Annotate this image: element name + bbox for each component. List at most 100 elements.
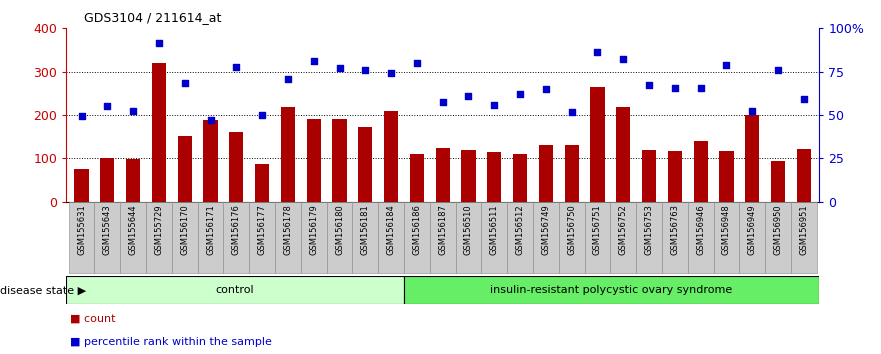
- Bar: [693, 141, 707, 202]
- Point: [590, 49, 604, 55]
- Text: GSM155644: GSM155644: [129, 204, 137, 255]
- Point: [229, 64, 243, 70]
- Text: GSM156176: GSM156176: [232, 204, 241, 255]
- Point: [693, 85, 707, 91]
- Bar: [197, 202, 224, 273]
- Text: GSM156179: GSM156179: [309, 204, 318, 255]
- Bar: [559, 202, 585, 273]
- Point: [720, 62, 734, 68]
- Point: [487, 102, 501, 108]
- Text: GSM156512: GSM156512: [515, 204, 524, 255]
- Bar: [796, 149, 811, 202]
- Point: [513, 91, 527, 97]
- Bar: [455, 202, 481, 273]
- Point: [152, 41, 166, 46]
- Bar: [642, 150, 656, 202]
- Text: GSM156752: GSM156752: [618, 204, 628, 255]
- Bar: [281, 107, 295, 202]
- Text: GDS3104 / 211614_at: GDS3104 / 211614_at: [84, 11, 221, 24]
- Bar: [69, 202, 94, 273]
- Point: [668, 85, 682, 91]
- Point: [435, 99, 449, 105]
- Text: GSM156177: GSM156177: [257, 204, 267, 255]
- Bar: [410, 154, 424, 202]
- Bar: [126, 159, 140, 202]
- Text: GSM156949: GSM156949: [748, 204, 757, 255]
- Text: GSM156186: GSM156186: [412, 204, 421, 255]
- Bar: [275, 202, 300, 273]
- Point: [616, 56, 630, 62]
- Point: [178, 80, 192, 85]
- Point: [384, 70, 398, 76]
- Text: GSM156951: GSM156951: [799, 204, 809, 255]
- Point: [204, 118, 218, 123]
- Bar: [714, 202, 739, 273]
- Text: GSM156946: GSM156946: [696, 204, 705, 255]
- Text: GSM155643: GSM155643: [103, 204, 112, 255]
- Text: GSM156510: GSM156510: [464, 204, 473, 255]
- Text: control: control: [216, 285, 255, 295]
- Bar: [66, 276, 403, 304]
- Bar: [224, 202, 249, 273]
- Bar: [481, 202, 507, 273]
- Text: GSM156181: GSM156181: [361, 204, 370, 255]
- Bar: [75, 169, 89, 202]
- Text: ■ percentile rank within the sample: ■ percentile rank within the sample: [70, 337, 272, 347]
- Text: GSM155631: GSM155631: [77, 204, 86, 255]
- Point: [745, 108, 759, 114]
- Text: GSM156950: GSM156950: [774, 204, 782, 255]
- Bar: [204, 120, 218, 202]
- Bar: [745, 115, 759, 202]
- Bar: [307, 119, 321, 202]
- Bar: [668, 150, 682, 202]
- Text: GSM156187: GSM156187: [438, 204, 448, 255]
- Point: [539, 87, 553, 92]
- Bar: [430, 202, 455, 273]
- Text: insulin-resistant polycystic ovary syndrome: insulin-resistant polycystic ovary syndr…: [491, 285, 733, 295]
- Bar: [585, 202, 611, 273]
- Point: [462, 93, 476, 98]
- Bar: [720, 150, 734, 202]
- Bar: [565, 145, 579, 202]
- Point: [75, 114, 89, 119]
- Bar: [178, 136, 192, 202]
- Bar: [507, 202, 533, 273]
- Bar: [249, 202, 275, 273]
- Text: GSM156180: GSM156180: [335, 204, 344, 255]
- Bar: [688, 202, 714, 273]
- Bar: [739, 202, 766, 273]
- Bar: [327, 202, 352, 273]
- Bar: [590, 87, 604, 202]
- Text: ■ count: ■ count: [70, 314, 116, 324]
- Text: GSM156170: GSM156170: [181, 204, 189, 255]
- Bar: [462, 150, 476, 202]
- Point: [565, 109, 579, 114]
- Point: [410, 60, 424, 66]
- Bar: [636, 202, 662, 273]
- Bar: [404, 202, 430, 273]
- Bar: [533, 202, 559, 273]
- Point: [100, 103, 115, 108]
- Bar: [94, 202, 120, 273]
- Text: GSM156948: GSM156948: [722, 204, 731, 255]
- Text: GSM156171: GSM156171: [206, 204, 215, 255]
- Bar: [539, 145, 553, 202]
- Text: GSM156763: GSM156763: [670, 204, 679, 255]
- Point: [255, 112, 270, 118]
- Text: GSM155729: GSM155729: [154, 204, 164, 255]
- Bar: [616, 107, 631, 202]
- Text: GSM156751: GSM156751: [593, 204, 602, 255]
- Bar: [513, 154, 527, 202]
- Point: [796, 96, 811, 102]
- Bar: [255, 164, 270, 202]
- Bar: [100, 159, 115, 202]
- Bar: [403, 276, 819, 304]
- Point: [359, 67, 373, 73]
- Bar: [352, 202, 378, 273]
- Bar: [611, 202, 636, 273]
- Bar: [662, 202, 688, 273]
- Point: [126, 108, 140, 114]
- Bar: [120, 202, 146, 273]
- Bar: [229, 132, 243, 202]
- Point: [332, 65, 346, 71]
